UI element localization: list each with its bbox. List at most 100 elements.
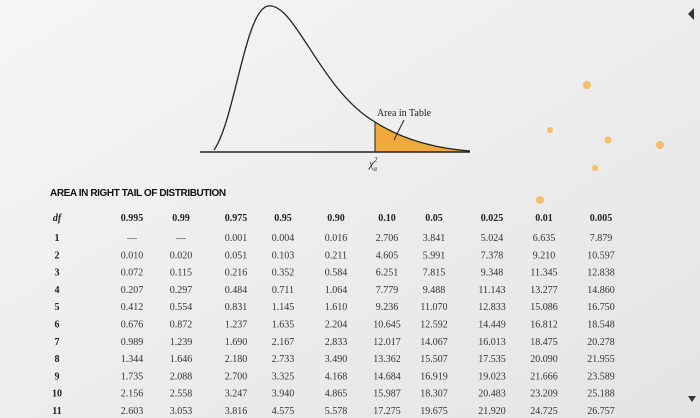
cell: 16.750 — [587, 302, 615, 313]
df-header: df — [53, 213, 63, 224]
cell: 12.838 — [587, 268, 615, 279]
cell: 9.210 — [533, 250, 556, 261]
df-value: 8 — [55, 354, 60, 365]
cell: 14.684 — [373, 371, 401, 382]
cell: 19.675 — [420, 406, 448, 417]
table: df 0.995 0.99 0.975 0.95 0.90 0.10 0.05 0.025 0.0… — [52, 213, 615, 417]
cell: 9.488 — [423, 285, 446, 296]
cell: 3.325 — [272, 371, 295, 382]
cell: 0.211 — [325, 250, 347, 261]
cell: 0.051 — [225, 250, 248, 261]
cell: 12.833 — [478, 302, 506, 313]
cell: 11.143 — [478, 285, 505, 296]
cell: 24.725 — [530, 406, 558, 417]
cell: 0.016 — [325, 233, 348, 244]
critical-symbol: χ — [368, 158, 375, 170]
cell: 18.475 — [530, 337, 558, 348]
cell: 0.831 — [225, 302, 248, 313]
cell: 7.879 — [590, 233, 613, 244]
critical-superscript: 2 — [374, 156, 378, 164]
df-value: 9 — [55, 371, 60, 382]
cell: 1.610 — [325, 302, 348, 313]
column-header: 0.99 — [172, 213, 190, 224]
cell: 7.779 — [376, 285, 399, 296]
curve — [213, 5, 471, 152]
df-value: 11 — [52, 406, 61, 417]
cell: 2.558 — [170, 389, 193, 400]
cell: 0.584 — [325, 268, 348, 279]
cell: 16.812 — [530, 320, 558, 331]
cell: 4.168 — [325, 371, 348, 382]
cell: 6.251 — [376, 268, 399, 279]
cell: 0.711 — [272, 285, 294, 296]
column-header: 0.995 — [121, 213, 144, 224]
cell: 3.841 — [423, 233, 446, 244]
cell: 18.307 — [420, 389, 448, 400]
cell: 0.352 — [272, 268, 295, 279]
cell: 5.991 — [423, 250, 446, 261]
cell: 0.010 — [121, 250, 144, 261]
cell: 21.955 — [587, 354, 615, 365]
cell: 13.277 — [530, 285, 558, 296]
df-value: 4 — [55, 285, 60, 296]
cell: — — [126, 233, 138, 244]
cell: 21.920 — [478, 406, 506, 417]
decor-dots — [536, 81, 664, 204]
column-header: 0.95 — [274, 213, 292, 224]
cell: 14.067 — [420, 337, 448, 348]
cell: 14.449 — [478, 320, 506, 331]
cell: 0.297 — [170, 285, 193, 296]
cell: 1.239 — [170, 337, 193, 348]
df-value: 3 — [55, 268, 60, 279]
df-value: 5 — [55, 302, 60, 313]
df-value: 1 — [55, 233, 60, 244]
cell: 1.237 — [225, 320, 248, 331]
column-header: 0.05 — [425, 213, 443, 224]
cell: 12.592 — [420, 320, 448, 331]
cell: 1.735 — [121, 371, 144, 382]
cell: 0.412 — [121, 302, 144, 313]
cell: 0.020 — [170, 250, 193, 261]
cell: 6.635 — [533, 233, 556, 244]
cell: 2.733 — [272, 354, 295, 365]
df-value: 2 — [55, 250, 60, 261]
cell: 11.345 — [530, 268, 557, 279]
cell: 15.507 — [420, 354, 448, 365]
cell: 20.090 — [530, 354, 558, 365]
cell: 15.086 — [530, 302, 558, 313]
cell: 4.865 — [325, 389, 348, 400]
cell: 25.188 — [587, 389, 615, 400]
cell: 2.167 — [272, 337, 295, 348]
cell: 15.987 — [373, 389, 401, 400]
column-header: 0.025 — [481, 213, 504, 224]
cell: 12.017 — [373, 337, 401, 348]
cell: 5.024 — [481, 233, 504, 244]
cell: 9.236 — [376, 302, 399, 313]
cell: 0.484 — [225, 285, 248, 296]
cell: 21.666 — [530, 371, 558, 382]
cell: 0.207 — [121, 285, 144, 296]
table-title: AREA IN RIGHT TAIL OF DISTRIBUTION — [50, 188, 226, 199]
scroll-up[interactable] — [688, 8, 694, 20]
cell: 3.053 — [170, 406, 193, 417]
cell: 3.816 — [225, 406, 248, 417]
cell: 1.145 — [272, 302, 295, 313]
column-header: 0.90 — [327, 213, 345, 224]
cell: 9.348 — [481, 268, 504, 279]
cell: 3.490 — [325, 354, 348, 365]
cell: 20.483 — [478, 389, 506, 400]
cell: 2.088 — [170, 371, 193, 382]
cell: 2.700 — [225, 371, 248, 382]
cell: 0.072 — [121, 268, 144, 279]
scroll-down[interactable] — [688, 396, 696, 402]
cell: 0.103 — [272, 250, 295, 261]
cell: 3.247 — [225, 389, 248, 400]
cell: 0.989 — [121, 337, 144, 348]
cell: 1.635 — [272, 320, 295, 331]
cell: 2.706 — [376, 233, 399, 244]
cell: 16.013 — [478, 337, 506, 348]
cell: 2.156 — [121, 389, 144, 400]
cell: 23.589 — [587, 371, 615, 382]
